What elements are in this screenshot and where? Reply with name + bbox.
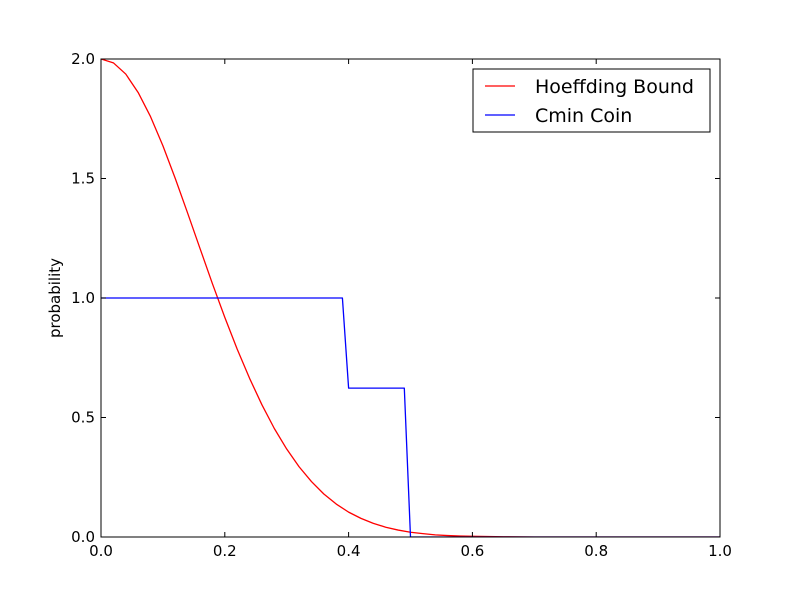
x-tick-label: 0.4 bbox=[337, 542, 361, 560]
y-tick-label: 1.5 bbox=[71, 170, 95, 188]
y-axis-label: probability bbox=[46, 258, 64, 338]
y-tick-label: 2.0 bbox=[71, 50, 95, 68]
legend-box bbox=[472, 68, 711, 133]
x-tick-label: 1.0 bbox=[708, 542, 732, 560]
legend-label: Cmin Coin bbox=[535, 105, 632, 127]
y-tick-label: 1.0 bbox=[71, 289, 95, 307]
y-tick-label: 0.5 bbox=[71, 409, 95, 427]
series-line-hoeffding-bound bbox=[101, 59, 720, 537]
x-tick-label: 0.0 bbox=[89, 542, 113, 560]
series-line-cmin-coin bbox=[101, 297, 720, 537]
x-tick-label: 0.2 bbox=[213, 542, 237, 560]
x-tick-label: 0.6 bbox=[460, 542, 484, 560]
axes-layer: 0.0 0.2 0.4 0.6 0.8 1.0 0.0 0.5 1.0 1.5 2.0 bbox=[71, 50, 732, 560]
y-tick-label: 0.0 bbox=[71, 528, 95, 546]
series-layer bbox=[101, 59, 720, 537]
x-tick-label: 0.8 bbox=[584, 542, 608, 560]
legend: Hoeffding Bound Cmin Coin bbox=[472, 68, 711, 133]
legend-label: Hoeffding Bound bbox=[535, 76, 694, 98]
